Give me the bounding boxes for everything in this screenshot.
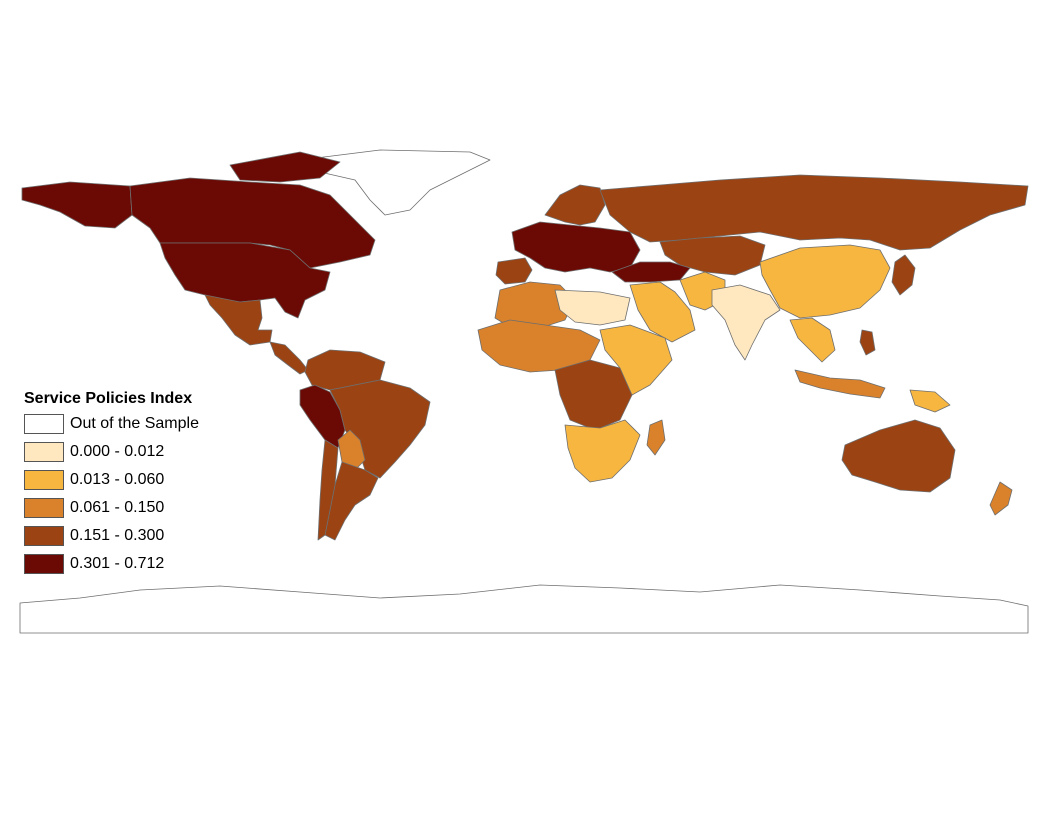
arctic-islands <box>229 151 341 183</box>
southeast-asia <box>789 317 836 363</box>
legend-swatch <box>24 470 64 490</box>
antarctica <box>19 584 1029 634</box>
indonesia <box>794 369 886 399</box>
legend-label: 0.013 - 0.060 <box>70 471 165 488</box>
legend-swatch <box>24 498 64 518</box>
southern-africa <box>564 419 641 483</box>
central-america <box>269 341 309 375</box>
china <box>759 244 891 319</box>
legend-item-class-3: 0.061 - 0.150 <box>24 494 264 522</box>
central-africa <box>554 359 633 431</box>
legend-item-out-of-sample: Out of the Sample <box>24 410 264 438</box>
brazil <box>329 379 431 479</box>
new-zealand <box>989 481 1013 516</box>
caucasus <box>611 261 691 283</box>
legend-item-class-5: 0.301 - 0.712 <box>24 550 264 578</box>
madagascar <box>646 419 666 456</box>
legend-label: Out of the Sample <box>70 415 199 432</box>
papua <box>909 389 951 413</box>
legend-title: Service Policies Index <box>24 390 193 407</box>
chile <box>317 439 339 541</box>
japan <box>891 254 916 296</box>
legend-swatch <box>24 554 64 574</box>
legend-item-class-2: 0.013 - 0.060 <box>24 466 264 494</box>
libya-egypt <box>554 289 631 326</box>
australia <box>841 419 956 493</box>
legend-swatch <box>24 526 64 546</box>
philippines <box>859 329 876 356</box>
north-africa <box>494 281 576 331</box>
scandinavia <box>544 184 606 226</box>
russia <box>599 174 1029 251</box>
legend-label: 0.000 - 0.012 <box>70 443 165 460</box>
east-africa <box>599 324 673 396</box>
india <box>711 284 781 361</box>
legend-label: 0.061 - 0.150 <box>70 499 165 516</box>
legend-item-class-1: 0.000 - 0.012 <box>24 438 264 466</box>
alaska <box>21 181 133 229</box>
iberia <box>495 257 533 285</box>
middle-east <box>629 281 696 343</box>
legend-swatch <box>24 442 64 462</box>
united-states <box>159 242 331 319</box>
legend-label: 0.301 - 0.712 <box>70 555 165 572</box>
legend-item-class-4: 0.151 - 0.300 <box>24 522 264 550</box>
mexico <box>204 294 273 346</box>
legend-swatch <box>24 414 64 434</box>
greenland <box>299 149 491 216</box>
kazakhstan <box>659 235 766 276</box>
legend: Service Policies Index Out of the Sample… <box>24 388 264 578</box>
legend-label: 0.151 - 0.300 <box>70 527 165 544</box>
western-europe <box>511 221 641 273</box>
